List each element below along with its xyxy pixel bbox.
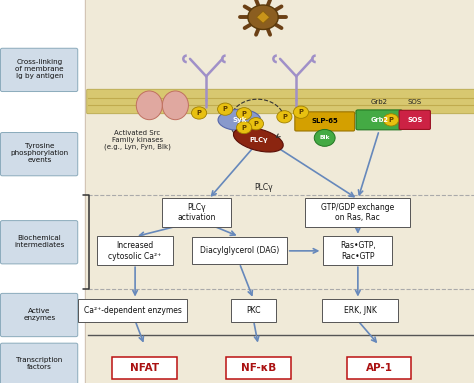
Text: Syk: Syk (232, 117, 246, 123)
FancyBboxPatch shape (295, 112, 355, 131)
FancyBboxPatch shape (399, 110, 430, 129)
FancyBboxPatch shape (85, 0, 474, 383)
FancyBboxPatch shape (356, 110, 402, 130)
Text: Tyrosine
phosphorylation
events: Tyrosine phosphorylation events (10, 143, 68, 163)
Circle shape (277, 111, 292, 123)
Text: Cross-linking
of membrane
Ig by antigen: Cross-linking of membrane Ig by antigen (15, 59, 64, 79)
Circle shape (237, 121, 252, 134)
Text: GTP/GDP exchange
on Ras, Rac: GTP/GDP exchange on Ras, Rac (321, 203, 394, 222)
FancyBboxPatch shape (78, 299, 188, 322)
Circle shape (237, 108, 252, 120)
Circle shape (248, 118, 264, 130)
FancyBboxPatch shape (0, 48, 78, 92)
Text: P: P (299, 109, 303, 115)
Text: SOS: SOS (407, 117, 422, 123)
FancyBboxPatch shape (347, 357, 411, 379)
FancyBboxPatch shape (323, 236, 392, 265)
Text: NF-κB: NF-κB (241, 363, 276, 373)
Text: Blk: Blk (319, 135, 330, 141)
Text: Transcription
factors: Transcription factors (16, 357, 63, 370)
Text: P: P (254, 121, 258, 127)
Ellipse shape (218, 110, 261, 130)
Text: Biochemical
intermediates: Biochemical intermediates (14, 235, 64, 248)
Text: P: P (282, 114, 287, 120)
Text: NFAT: NFAT (130, 363, 159, 373)
Circle shape (218, 103, 233, 115)
Text: AP-1: AP-1 (366, 363, 392, 373)
Circle shape (293, 106, 309, 118)
FancyBboxPatch shape (226, 357, 291, 379)
FancyBboxPatch shape (0, 293, 78, 337)
Text: ERK, JNK: ERK, JNK (344, 306, 377, 315)
FancyBboxPatch shape (0, 133, 78, 176)
Text: P: P (242, 124, 246, 131)
Circle shape (383, 114, 399, 126)
FancyBboxPatch shape (0, 343, 78, 383)
FancyBboxPatch shape (162, 198, 231, 227)
Text: Increased
cytosolic Ca²⁺: Increased cytosolic Ca²⁺ (109, 241, 162, 260)
FancyBboxPatch shape (231, 299, 276, 322)
Text: Diacylglycerol (DAG): Diacylglycerol (DAG) (200, 246, 279, 255)
Ellipse shape (162, 91, 188, 119)
Text: PLCγ: PLCγ (249, 137, 268, 143)
Text: P: P (197, 110, 201, 116)
Text: P: P (242, 111, 246, 117)
Text: SOS: SOS (408, 99, 422, 105)
FancyBboxPatch shape (87, 89, 474, 114)
Text: Grb2: Grb2 (371, 99, 388, 105)
Text: PLCγ
activation: PLCγ activation (178, 203, 216, 222)
Text: SLP-65: SLP-65 (311, 118, 338, 124)
FancyBboxPatch shape (112, 357, 177, 379)
Text: Ras•GTP,
Rac•GTP: Ras•GTP, Rac•GTP (340, 241, 376, 260)
Circle shape (314, 129, 335, 146)
Circle shape (191, 107, 207, 119)
Text: Activated Src
Family kinases
(e.g., Lyn, Fyn, Blk): Activated Src Family kinases (e.g., Lyn,… (104, 129, 171, 150)
Polygon shape (256, 11, 270, 23)
Ellipse shape (137, 91, 162, 119)
FancyBboxPatch shape (97, 236, 173, 265)
FancyBboxPatch shape (191, 237, 287, 264)
Ellipse shape (233, 128, 283, 152)
Text: Ca²⁺-dependent enzymes: Ca²⁺-dependent enzymes (84, 306, 182, 315)
Text: P: P (389, 117, 393, 123)
Text: Grb2: Grb2 (370, 117, 388, 123)
Text: PKC: PKC (246, 306, 261, 315)
FancyBboxPatch shape (305, 198, 410, 227)
Text: Active
enzymes: Active enzymes (23, 308, 55, 321)
Circle shape (248, 5, 278, 29)
FancyBboxPatch shape (0, 221, 78, 264)
FancyBboxPatch shape (322, 299, 398, 322)
Text: P: P (223, 106, 228, 112)
Text: PLCγ: PLCγ (254, 183, 273, 192)
